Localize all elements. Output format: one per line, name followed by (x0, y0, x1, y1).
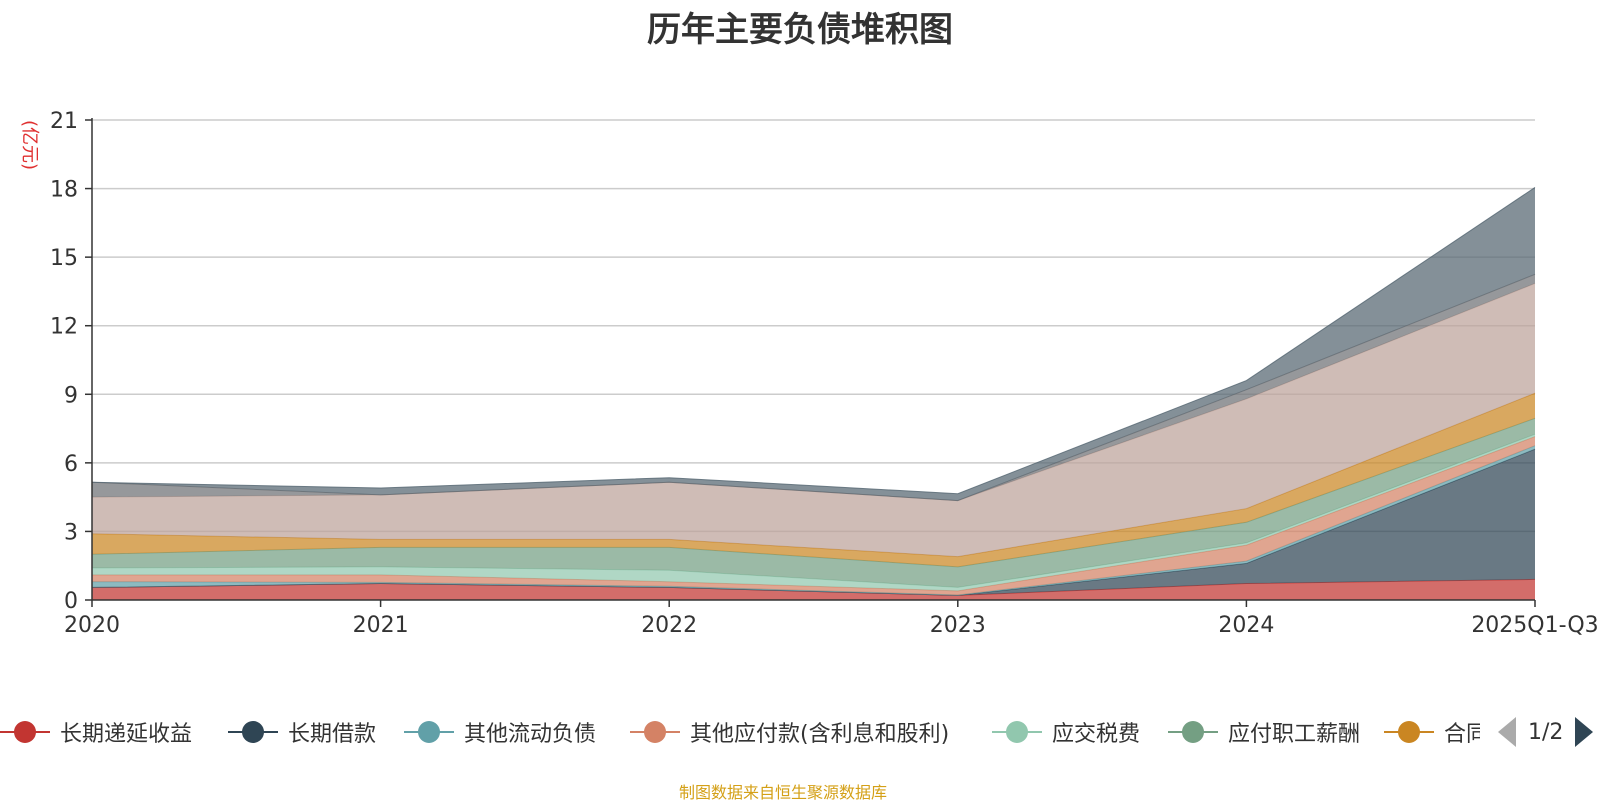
legend-prev-page-icon[interactable] (1498, 717, 1516, 747)
legend-item[interactable]: 应交税费 (992, 712, 1162, 752)
y-tick-label: 15 (50, 246, 78, 271)
legend-item[interactable]: 其他流动负债 (404, 712, 624, 752)
y-tick-label: 21 (50, 109, 78, 134)
y-tick-label: 9 (64, 383, 78, 408)
legend-marker-icon (0, 718, 50, 746)
area-其他应付款(含利息和股利) (92, 436, 1535, 595)
x-tick-label: 2020 (64, 613, 120, 638)
x-tick-label: 2021 (353, 613, 409, 638)
legend: 长期递延收益 长期借款 其他流动负债 其他应付款(含利息和股利) 应交税费 应付职工薪酬 合… (0, 712, 1600, 752)
legend-marker-icon (1168, 718, 1218, 746)
legend-item[interactable]: 合同负债 (1384, 712, 1480, 752)
legend-pager: 1/2 (1498, 712, 1594, 752)
chart-title: 历年主要负债堆积图 (647, 10, 953, 50)
x-tick-label: 2023 (930, 613, 986, 638)
area-合同负债 (92, 393, 1535, 567)
legend-label: 其他应付款(含利息和股利) (690, 722, 950, 747)
y-tick-label: 18 (50, 178, 78, 203)
y-tick-label: 0 (64, 589, 78, 614)
area-应付职工薪酬 (92, 418, 1535, 588)
legend-item[interactable]: 应付职工薪酬 (1168, 712, 1378, 752)
line-应付职工薪酬 (91, 417, 1536, 568)
y-axis-label: (亿元) (19, 120, 40, 170)
y-tick-label: 6 (64, 452, 78, 477)
legend-label: 应交税费 (1052, 722, 1141, 747)
area-长期借款 (92, 449, 1535, 596)
source-note: 制图数据来自恒生聚源数据库 (678, 783, 887, 802)
legend-item[interactable]: 长期递延收益 (0, 712, 220, 752)
legend-label: 长期借款 (288, 722, 377, 747)
legend-label: 合同负债 (1444, 722, 1480, 747)
y-tick-label: 3 (64, 520, 78, 545)
legend-marker-icon (630, 718, 680, 746)
line-长期借款 (91, 448, 1536, 596)
legend-next-page-icon[interactable] (1575, 717, 1594, 747)
legend-label: 应付职工薪酬 (1228, 722, 1361, 747)
legend-page-indicator: 1/2 (1528, 719, 1564, 745)
legend-marker-icon (1384, 718, 1434, 746)
legend-item[interactable]: 其他应付款(含利息和股利) (630, 712, 990, 752)
x-tick-label: 2024 (1218, 613, 1274, 638)
x-tick-label: 2025Q1-Q3 (1471, 613, 1598, 638)
legend-marker-icon (228, 718, 278, 746)
x-tick-label: 2022 (641, 613, 697, 638)
legend-label: 其他流动负债 (464, 722, 597, 747)
legend-label: 长期递延收益 (60, 722, 193, 747)
legend-item[interactable]: 长期借款 (228, 712, 398, 752)
y-tick-label: 12 (50, 315, 78, 340)
legend-marker-icon (404, 718, 454, 746)
line-短期借款 (91, 187, 1536, 495)
area-应付账款 (92, 283, 1535, 557)
legend-marker-icon (992, 718, 1042, 746)
